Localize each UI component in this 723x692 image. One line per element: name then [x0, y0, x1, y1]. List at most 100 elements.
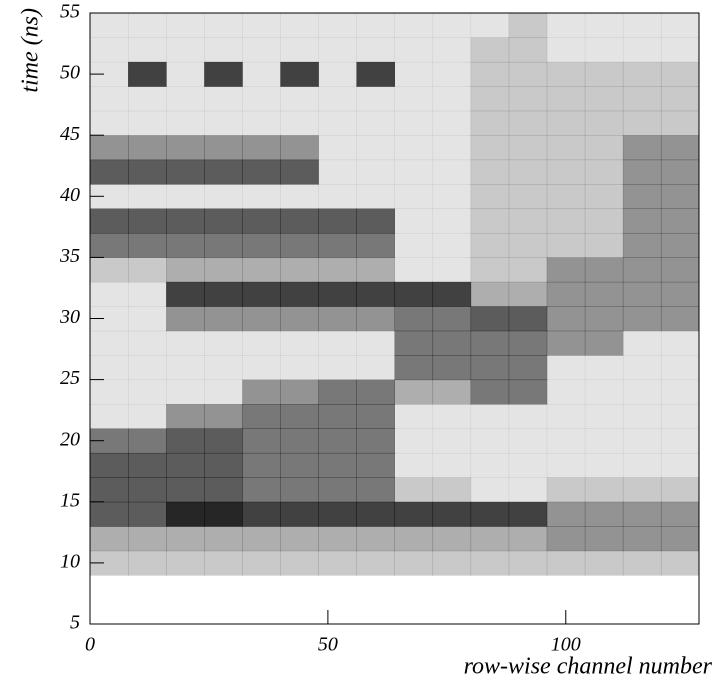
heatmap-cell — [90, 13, 129, 38]
heatmap-cell — [508, 232, 548, 258]
heatmap-cell — [204, 184, 243, 210]
heatmap-cell — [318, 550, 357, 576]
heatmap-cell — [318, 600, 357, 625]
heatmap-cell — [432, 184, 472, 210]
heatmap-cell — [280, 379, 319, 405]
heatmap-cell — [204, 37, 243, 63]
heatmap-cell — [394, 13, 434, 38]
heatmap-cell — [623, 575, 662, 600]
heatmap-cell — [622, 330, 662, 356]
heatmap-cell — [128, 208, 167, 234]
heatmap-cell — [584, 208, 624, 234]
heatmap-cell — [394, 428, 434, 454]
heatmap-cell — [661, 600, 700, 625]
heatmap-cell — [166, 428, 205, 454]
heatmap-cell — [204, 135, 243, 161]
heatmap-cell — [508, 428, 548, 454]
heatmap-cell — [508, 477, 548, 503]
heatmap-cell — [394, 404, 434, 429]
heatmap-cell — [660, 355, 700, 381]
heatmap-cell — [90, 526, 129, 552]
heatmap-cell — [547, 575, 586, 600]
heatmap-cell — [90, 575, 129, 600]
heatmap-cell — [128, 257, 167, 283]
heatmap-cell — [90, 159, 129, 185]
heatmap-cell — [660, 208, 700, 234]
heatmap-cell — [432, 404, 472, 429]
heatmap-cell — [584, 477, 624, 503]
heatmap-cell — [204, 355, 243, 381]
heatmap-cell — [318, 208, 357, 234]
heatmap-cell — [508, 452, 548, 478]
heatmap-cell — [622, 110, 662, 136]
heatmap-cell — [622, 37, 662, 63]
heatmap-cell — [280, 281, 319, 307]
heatmap-cell — [204, 526, 243, 552]
heatmap-cell — [242, 526, 281, 552]
heatmap-cell — [585, 575, 624, 600]
heatmap-cell — [660, 159, 700, 185]
heatmap-cell — [394, 37, 434, 63]
heatmap-cell — [128, 452, 167, 478]
heatmap-cell — [432, 13, 472, 38]
heatmap-cell — [356, 330, 395, 356]
heatmap-cell — [204, 159, 243, 185]
heatmap-cell — [90, 330, 129, 356]
heatmap-cell — [90, 110, 129, 136]
heatmap-cell — [166, 281, 205, 307]
heatmap-cell — [660, 281, 700, 307]
heatmap-cell — [660, 477, 700, 503]
heatmap-cell — [356, 208, 395, 234]
heatmap-cell — [242, 306, 281, 332]
heatmap-cell — [128, 501, 167, 527]
heatmap-cell — [280, 501, 319, 527]
heatmap-cell — [470, 110, 510, 136]
heatmap-cell — [242, 501, 281, 527]
heatmap-cell — [242, 86, 281, 112]
heatmap-cell — [242, 575, 281, 600]
heatmap-cell — [470, 330, 510, 356]
heatmap-cell — [356, 110, 395, 136]
heatmap-cell — [90, 208, 129, 234]
heatmap-cell — [432, 232, 472, 258]
heatmap-cell — [204, 13, 243, 38]
heatmap-cell — [622, 184, 662, 210]
heatmap-cell — [128, 184, 167, 210]
heatmap-cell — [318, 404, 357, 429]
heatmap-cell — [508, 110, 548, 136]
heatmap-cell — [584, 37, 624, 63]
heatmap-cell — [280, 257, 319, 283]
heatmap-cell — [242, 379, 281, 405]
heatmap-cell — [90, 232, 129, 258]
heatmap-cell — [432, 379, 472, 405]
heatmap-cell — [622, 452, 662, 478]
heatmap-cell — [356, 281, 395, 307]
heatmap-cell — [432, 306, 472, 332]
heatmap-cell — [128, 330, 167, 356]
heatmap-cell — [128, 13, 167, 38]
heatmap-cell — [660, 61, 700, 87]
heatmap-cell — [622, 159, 662, 185]
heatmap-cell — [204, 330, 243, 356]
heatmap-cell — [166, 501, 205, 527]
heatmap-cell — [546, 208, 586, 234]
heatmap-cell — [394, 281, 434, 307]
heatmap-cell — [166, 208, 205, 234]
heatmap-cell — [204, 281, 243, 307]
heatmap-cell — [204, 452, 243, 478]
heatmap-cell — [546, 501, 586, 527]
heatmap-cell — [471, 600, 510, 625]
heatmap-cell — [166, 232, 205, 258]
heatmap-cell — [584, 306, 624, 332]
heatmap-cell — [394, 452, 434, 478]
heatmap-cell — [508, 135, 548, 161]
x-tick-label: 0 — [85, 634, 95, 656]
heatmap-cell — [394, 550, 434, 576]
heatmap-cell — [204, 501, 243, 527]
heatmap-cell — [242, 550, 281, 576]
heatmap-cell — [432, 37, 472, 63]
heatmap-cell — [622, 428, 662, 454]
heatmap-cell — [584, 428, 624, 454]
heatmap-cell — [280, 355, 319, 381]
